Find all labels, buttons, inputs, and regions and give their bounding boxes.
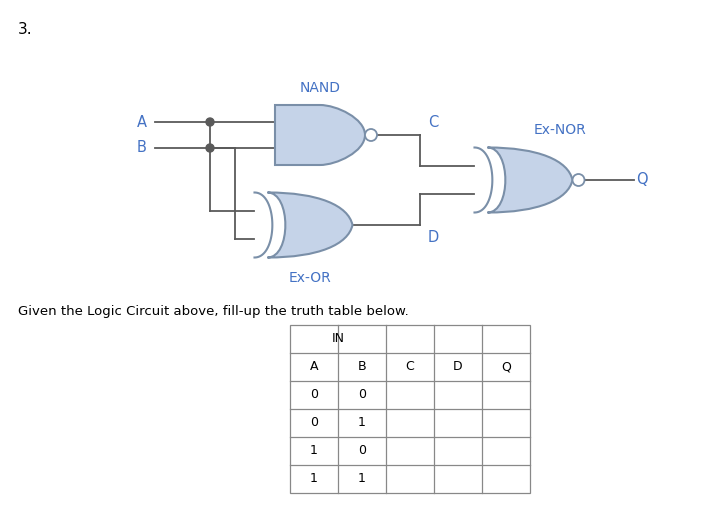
Text: Ex-OR: Ex-OR <box>289 271 331 286</box>
Circle shape <box>206 144 214 152</box>
Bar <box>290 325 530 493</box>
Text: Q: Q <box>501 360 511 374</box>
Text: 0: 0 <box>358 388 366 402</box>
Text: Q: Q <box>637 173 648 187</box>
Text: Ex-NOR: Ex-NOR <box>534 124 587 137</box>
Circle shape <box>206 118 214 126</box>
Text: D: D <box>428 230 439 245</box>
Circle shape <box>365 129 377 141</box>
Text: B: B <box>137 140 147 156</box>
Text: C: C <box>405 360 415 374</box>
Text: 1: 1 <box>310 472 318 486</box>
Text: B: B <box>357 360 366 374</box>
Text: 3.: 3. <box>18 22 33 37</box>
Text: 1: 1 <box>358 472 366 486</box>
Circle shape <box>573 174 584 186</box>
PathPatch shape <box>487 148 573 212</box>
Text: 0: 0 <box>310 416 318 430</box>
Text: A: A <box>137 115 147 129</box>
Text: 1: 1 <box>358 416 366 430</box>
PathPatch shape <box>268 192 352 258</box>
Text: NAND: NAND <box>299 81 341 95</box>
Text: 1: 1 <box>310 444 318 458</box>
Text: D: D <box>453 360 463 374</box>
Text: 0: 0 <box>358 444 366 458</box>
Text: C: C <box>428 115 438 130</box>
Text: A: A <box>310 360 318 374</box>
Text: IN: IN <box>331 332 344 346</box>
PathPatch shape <box>275 105 365 165</box>
Text: Given the Logic Circuit above, fill-up the truth table below.: Given the Logic Circuit above, fill-up t… <box>18 305 409 318</box>
Text: 0: 0 <box>310 388 318 402</box>
